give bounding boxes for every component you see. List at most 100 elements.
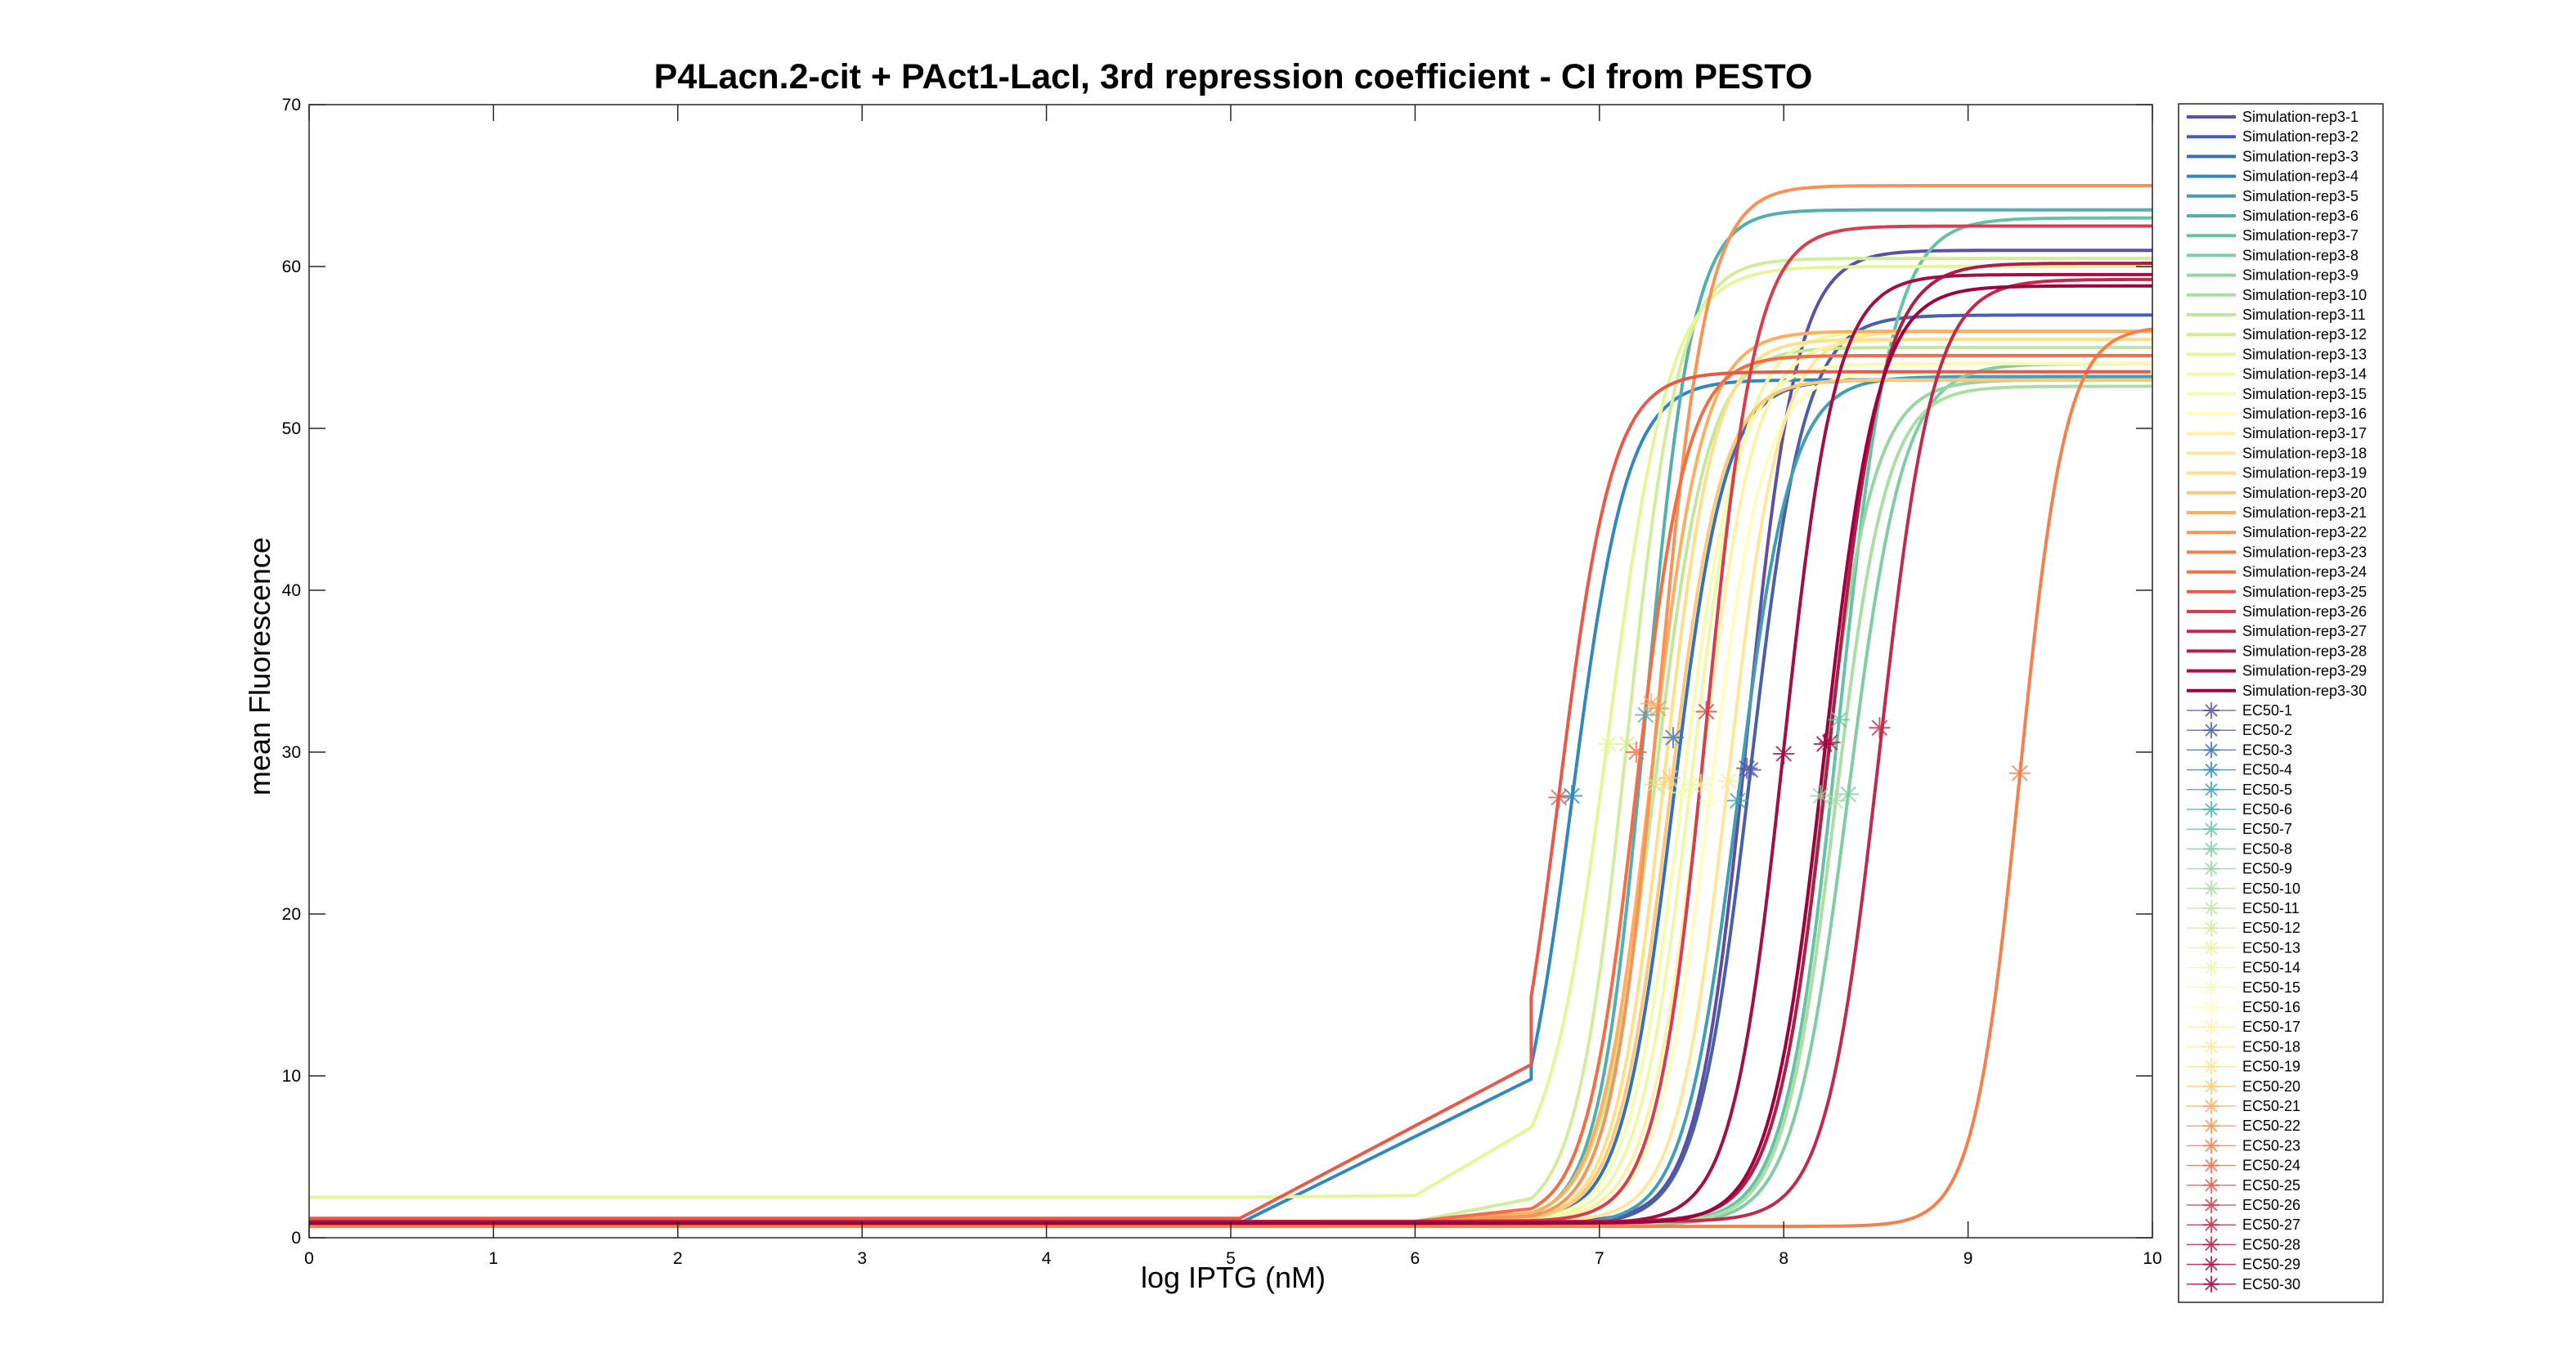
legend-entry: Simulation-rep3-14 — [2242, 366, 2367, 383]
legend-marker — [2203, 742, 2219, 759]
ec50-marker-5 — [1726, 790, 1748, 812]
legend-entry: EC50-19 — [2242, 1059, 2300, 1075]
legend-entry: EC50-18 — [2242, 1038, 2300, 1055]
x-tick-label: 8 — [1779, 1249, 1788, 1268]
legend-entry: EC50-26 — [2242, 1197, 2300, 1213]
legend-entry: EC50-13 — [2242, 939, 2300, 956]
legend-marker — [2203, 900, 2219, 916]
series-line-15 — [309, 361, 2152, 1224]
legend-entry: Simulation-rep3-12 — [2242, 326, 2367, 343]
legend-entry: EC50-12 — [2242, 920, 2300, 936]
legend-marker — [2203, 801, 2219, 818]
legend-entry: EC50-9 — [2242, 861, 2292, 877]
legend-entry: Simulation-rep3-9 — [2242, 267, 2358, 284]
legend-entry: Simulation-rep3-18 — [2242, 445, 2367, 461]
series-line-23 — [309, 327, 2152, 1229]
y-tick-label: 10 — [282, 1067, 301, 1086]
x-tick-label: 7 — [1595, 1249, 1604, 1268]
series-line-16 — [309, 370, 2152, 1224]
legend-entry: Simulation-rep3-19 — [2242, 465, 2367, 482]
legend-marker — [2203, 959, 2219, 976]
legend-entry: EC50-4 — [2242, 762, 2292, 778]
ec50-marker-27 — [1869, 717, 1891, 739]
legend-marker — [2203, 979, 2219, 996]
legend-entry: Simulation-rep3-15 — [2242, 386, 2367, 402]
legend-entry: Simulation-rep3-29 — [2242, 663, 2367, 679]
series-line-12 — [309, 257, 2152, 1224]
legend-entry: Simulation-rep3-2 — [2242, 128, 2358, 145]
legend-marker — [2203, 1157, 2219, 1174]
x-tick-label: 0 — [304, 1249, 314, 1268]
legend-entry: EC50-14 — [2242, 960, 2300, 976]
legend-marker — [2203, 781, 2219, 798]
legend-entry: EC50-3 — [2242, 742, 2292, 758]
legend-marker — [2203, 1098, 2219, 1114]
legend-entry: EC50-5 — [2242, 782, 2292, 798]
ec50-marker-3 — [1662, 727, 1684, 749]
legend-entry: EC50-15 — [2242, 979, 2300, 996]
legend-entry: Simulation-rep3-23 — [2242, 544, 2367, 560]
series-line-13 — [309, 265, 2152, 1199]
ec50-marker-1 — [1736, 757, 1758, 779]
legend-entry: EC50-23 — [2242, 1137, 2300, 1154]
legend-marker — [2203, 761, 2219, 778]
y-tick-label: 60 — [282, 258, 301, 276]
ec50-marker-23 — [2008, 762, 2031, 784]
legend-entry: EC50-17 — [2242, 1019, 2300, 1035]
legend-marker — [2203, 999, 2219, 1015]
x-tick-label: 10 — [2143, 1249, 2161, 1268]
ec50-marker-16 — [1699, 790, 1721, 812]
legend-entry: Simulation-rep3-17 — [2242, 425, 2367, 441]
legend-marker — [2203, 939, 2219, 957]
ec50-marker-20 — [1658, 767, 1681, 789]
y-tick-label: 50 — [282, 419, 301, 438]
legend-marker — [2203, 920, 2219, 937]
series-line-11 — [309, 346, 2152, 1224]
y-axis-label: mean Fluorescence — [243, 537, 276, 795]
legend-entry: Simulation-rep3-30 — [2242, 683, 2367, 699]
legend-marker — [2203, 722, 2219, 739]
legend-frame — [2178, 103, 2384, 1303]
legend-entry: Simulation-rep3-16 — [2242, 405, 2367, 422]
legend-entry: Simulation-rep3-27 — [2242, 623, 2367, 639]
ec50-marker-18 — [1717, 770, 1739, 792]
x-tick-label: 6 — [1411, 1249, 1420, 1268]
legend-marker — [2203, 821, 2219, 838]
x-tick-label: 9 — [1963, 1249, 1973, 1268]
legend-entry: EC50-21 — [2242, 1098, 2300, 1114]
ec50-marker-24 — [1625, 742, 1647, 763]
legend-marker — [2203, 1038, 2219, 1055]
legend-entry: Simulation-rep3-8 — [2242, 247, 2358, 263]
x-tick-label: 2 — [673, 1249, 683, 1268]
axes: 0 1 2 3 4 5 6 7 8 9 10 0 10 20 30 40 50 60 70 — [282, 96, 2162, 1268]
series-line-21 — [309, 329, 2152, 1224]
series-line-5 — [309, 374, 2152, 1227]
series-line-19 — [309, 338, 2152, 1224]
legend-entry: EC50-8 — [2242, 840, 2292, 857]
y-tick-label: 30 — [282, 743, 301, 762]
legend-marker — [2203, 1058, 2219, 1075]
legend-entry: EC50-11 — [2242, 900, 2300, 916]
legend-marker — [2203, 1216, 2219, 1234]
legend-entry: EC50-25 — [2242, 1177, 2300, 1194]
legend-marker — [2203, 1176, 2219, 1194]
legend-entry: Simulation-rep3-4 — [2242, 168, 2358, 185]
ec50-marker-29 — [1773, 742, 1795, 764]
ec50-marker-13 — [1598, 733, 1620, 755]
series-line-20 — [309, 378, 2152, 1224]
series-line-26 — [309, 224, 2152, 1224]
legend-entry: EC50-30 — [2242, 1276, 2300, 1293]
x-tick-label: 5 — [1226, 1249, 1236, 1268]
legend-marker — [2203, 1137, 2219, 1154]
legend-entry: EC50-7 — [2242, 821, 2292, 837]
ec50-marker-17 — [1690, 773, 1712, 795]
legend-marker — [2203, 702, 2219, 719]
chart-title: P4Lacn.2-cit + PAct1-LacI, 3rd repressio… — [654, 57, 1813, 96]
legend-entry: Simulation-rep3-20 — [2242, 485, 2367, 501]
legend-entry: EC50-10 — [2242, 880, 2300, 897]
legend-entry: Simulation-rep3-22 — [2242, 524, 2367, 540]
ec50-marker-25 — [1548, 786, 1570, 809]
legend-marker — [2203, 1256, 2219, 1273]
x-tick-label: 3 — [857, 1249, 867, 1268]
